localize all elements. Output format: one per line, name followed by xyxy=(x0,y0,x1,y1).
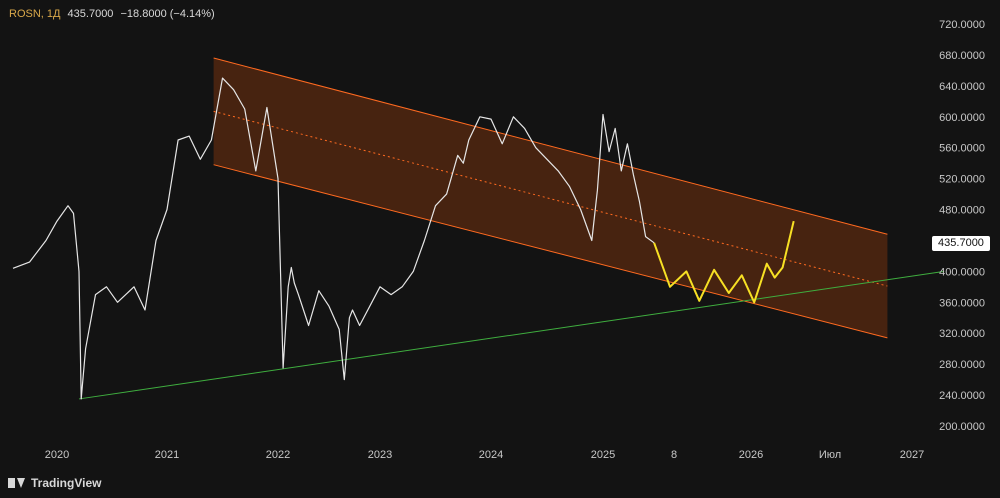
y-tick-label: 560.0000 xyxy=(939,143,985,155)
channel-lower-line[interactable] xyxy=(213,164,888,339)
x-tick-label: 2026 xyxy=(739,449,763,461)
support-trendline[interactable] xyxy=(78,270,945,400)
x-tick-label: 8 xyxy=(671,449,677,461)
y-tick-label: 360.0000 xyxy=(939,297,985,309)
y-tick-label: 600.0000 xyxy=(939,112,985,124)
y-tick-label: 320.0000 xyxy=(939,328,985,340)
x-tick-label: 2022 xyxy=(266,449,290,461)
symbol-name[interactable]: ROSN xyxy=(9,8,41,20)
x-tick-label: 2027 xyxy=(900,449,924,461)
y-tick-label: 640.0000 xyxy=(939,81,985,93)
current-price-tag: 435.7000 xyxy=(932,236,990,251)
x-tick-label: 2020 xyxy=(45,449,69,461)
channel-fill[interactable] xyxy=(213,58,888,338)
y-tick-label: 480.0000 xyxy=(939,205,985,217)
y-tick-label: 280.0000 xyxy=(939,359,985,371)
y-tick-label: 720.0000 xyxy=(939,19,985,31)
x-tick-label: 2024 xyxy=(479,449,503,461)
x-tick-label: Июл xyxy=(819,449,841,461)
y-tick-label: 680.0000 xyxy=(939,50,985,62)
y-tick-label: 400.0000 xyxy=(939,266,985,278)
plot-area xyxy=(12,57,945,400)
y-tick-label: 200.0000 xyxy=(939,421,985,433)
x-tick-label: 2021 xyxy=(155,449,179,461)
x-axis[interactable]: 2020 2021 2022 2023 2024 2025 8 2026 Июл 2027 xyxy=(45,449,924,461)
y-tick-label: 240.0000 xyxy=(939,390,985,402)
interval-separator: , xyxy=(40,8,47,20)
x-tick-label: 2025 xyxy=(591,449,615,461)
last-price: 435.7000 xyxy=(67,8,114,20)
tradingview-logo-icon xyxy=(8,478,26,488)
price-change: −18.8000 (−4.14%) xyxy=(120,8,215,20)
interval-label[interactable]: 1Д xyxy=(46,8,61,20)
tradingview-logo[interactable]: TradingView xyxy=(8,476,101,490)
channel-upper-line[interactable] xyxy=(213,57,888,235)
x-tick-label: 2023 xyxy=(368,449,392,461)
tradingview-brand-text: TradingView xyxy=(31,476,102,490)
price-line[interactable] xyxy=(12,77,655,400)
y-tick-label: 520.0000 xyxy=(939,174,985,186)
channel-middle-line[interactable] xyxy=(213,110,888,287)
projection-line[interactable] xyxy=(653,220,795,304)
symbol-legend[interactable]: ROSN, 1Д 435.7000 −18.8000 (−4.14%) xyxy=(9,8,215,20)
